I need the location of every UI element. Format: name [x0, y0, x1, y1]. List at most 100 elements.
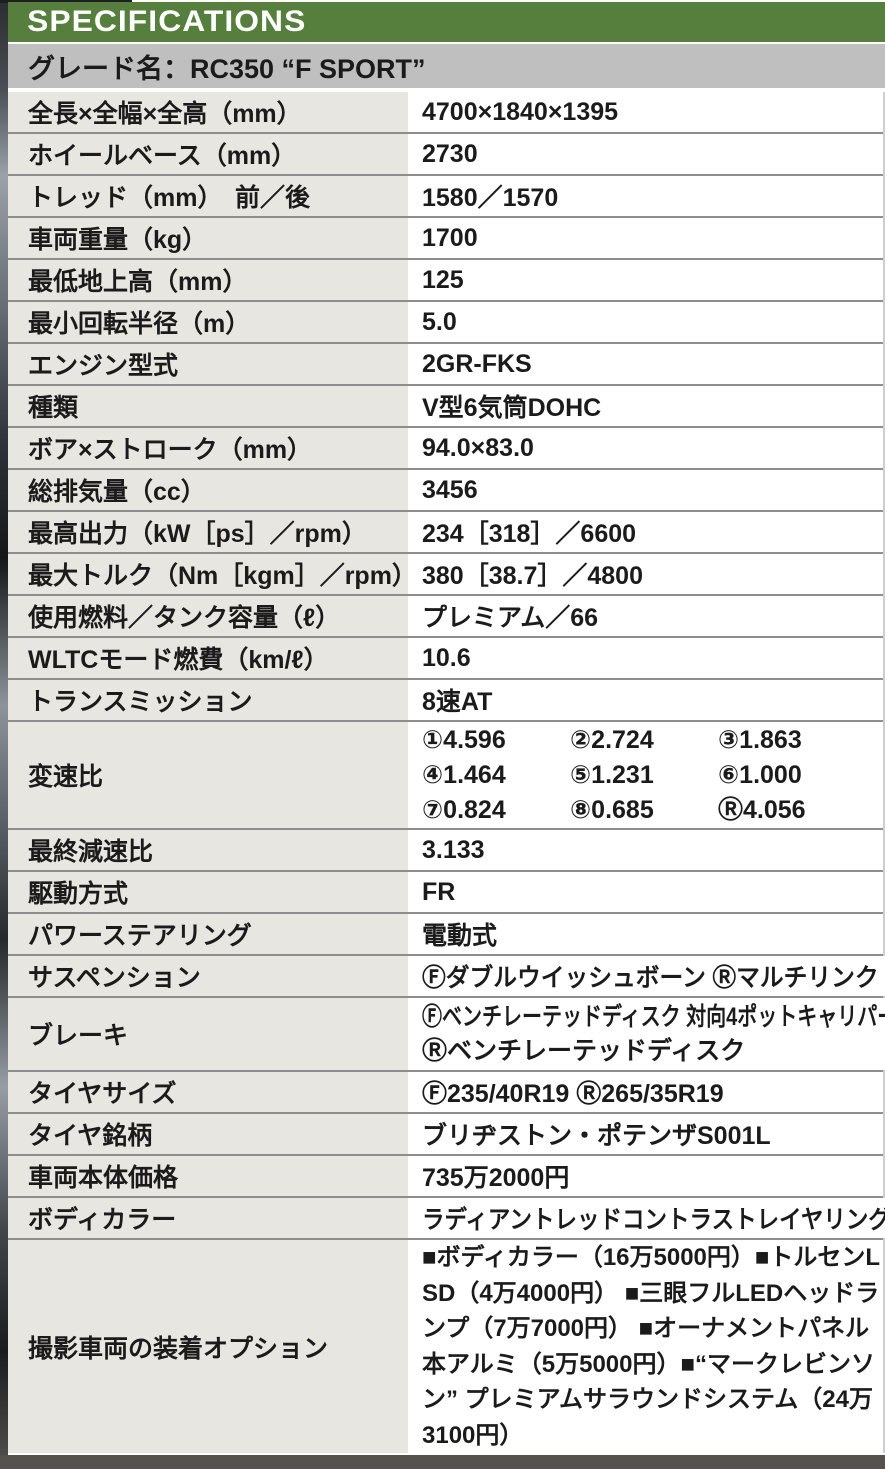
- table-gap: [8, 88, 885, 92]
- spec-label: 最低地上高（mm）: [8, 260, 408, 300]
- spec-row-max-torque: 最大トルク（Nm［kgm］／rpm） 380［38.7］／4800: [8, 552, 883, 594]
- spec-value-text: 2730: [422, 139, 478, 168]
- spec-row-gear-ratios: 変速比 ①4.596 ②2.724 ③1.863 ④1.464 ⑤1.231 ⑥…: [8, 720, 883, 828]
- grade-name: グレード名：RC350 “F SPORT”: [28, 53, 426, 84]
- spec-value: ブリヂストン・ポテンザS001L: [408, 1114, 883, 1154]
- gear-ratio-grid: ①4.596 ②2.724 ③1.863 ④1.464 ⑤1.231 ⑥1.00…: [408, 722, 883, 828]
- spec-value-text: プレミアム／66: [422, 604, 599, 632]
- spec-value: 4700×1840×1395: [408, 92, 883, 132]
- spec-value: Ⓕ235/40R19 Ⓡ265/35R19: [408, 1072, 883, 1112]
- spec-value-text: 2GR-FKS: [422, 349, 532, 378]
- spec-label: トレッド（mm） 前／後: [8, 176, 408, 216]
- spec-row-price: 車両本体価格 735万2000円: [8, 1154, 883, 1196]
- spec-value: 電動式: [408, 914, 883, 954]
- spec-value: 5.0: [408, 302, 883, 342]
- spec-value-text: 234［318］／6600: [422, 520, 637, 548]
- spec-row-fuel-tank: 使用燃料／タンク容量（ℓ） プレミアム／66: [8, 594, 883, 636]
- brake-value: Ⓕベンチレーテッドディスク 対向4ポットキャリパー Ⓡベンチレーテッドディスク: [408, 998, 885, 1070]
- gear-ratio: ⑤1.231: [570, 760, 654, 789]
- spec-row-body-color: ボディカラー ラディアントレッドコントラストレイヤリング: [8, 1196, 885, 1238]
- spec-row-engine-type: 種類 V型6気筒DOHC: [8, 384, 883, 426]
- spec-label: WLTCモード燃費（km/ℓ）: [8, 638, 408, 678]
- gear-ratio-line: ④1.464 ⑤1.231 ⑥1.000: [422, 758, 802, 793]
- spec-value: 1580／1570: [408, 176, 883, 216]
- spec-value-text: 125: [422, 265, 464, 294]
- spec-label: 総排気量（cc）: [8, 470, 408, 510]
- spec-row-wltc-fuel-economy: WLTCモード燃費（km/ℓ） 10.6: [8, 636, 883, 678]
- spec-value: 125: [408, 260, 883, 300]
- spec-value-text: 5.0: [422, 307, 457, 336]
- spec-row-tread: トレッド（mm） 前／後 1580／1570: [8, 174, 883, 216]
- spec-value: 2730: [408, 134, 883, 174]
- photo-edge-top: [0, 0, 132, 3]
- spec-label: 駆動方式: [8, 872, 408, 912]
- spec-value: プレミアム／66: [408, 596, 883, 636]
- spec-row-turning-radius: 最小回転半径（m） 5.0: [8, 300, 883, 342]
- spec-label: 最大トルク（Nm［kgm］／rpm）: [8, 554, 417, 594]
- spec-row-bore-stroke: ボア×ストローク（mm） 94.0×83.0: [8, 426, 883, 468]
- gear-ratio: ⑦0.824: [422, 795, 506, 824]
- spec-row-max-power: 最高出力（kW［ps］／rpm） 234［318］／6600: [8, 510, 883, 552]
- spec-value-text: 94.0×83.0: [422, 433, 534, 462]
- gear-ratio: ⑧0.685: [570, 795, 654, 824]
- photo-edge-left: [0, 0, 8, 1469]
- section-header-bar: SPECIFICATIONS: [8, 2, 885, 42]
- section-title: SPECIFICATIONS: [27, 5, 307, 38]
- spec-value: 94.0×83.0: [408, 428, 883, 468]
- spec-row-tire-brand: タイヤ銘柄 ブリヂストン・ポテンザS001L: [8, 1112, 883, 1154]
- spec-label: パワーステアリング: [8, 914, 408, 954]
- spec-row-engine-code: エンジン型式 2GR-FKS: [8, 342, 883, 384]
- spec-value-text: ラディアントレッドコントラストレイヤリング: [422, 1206, 885, 1234]
- spec-row-brakes: ブレーキ Ⓕベンチレーテッドディスク 対向4ポットキャリパー Ⓡベンチレーテッド…: [8, 996, 885, 1070]
- spec-label: 最高出力（kW［ps］／rpm）: [8, 512, 408, 552]
- spec-value-text: 1580／1570: [422, 184, 559, 212]
- spec-label: ボディカラー: [8, 1198, 408, 1238]
- spec-value-text: 1700: [422, 223, 478, 252]
- spec-value: 3456: [408, 470, 883, 510]
- gear-ratio: ③1.863: [718, 725, 802, 754]
- spec-row-transmission: トランスミッション 8速AT: [8, 678, 883, 720]
- spec-table: 全長×全幅×全高（mm） 4700×1840×1395 ホイールベース（mm） …: [8, 92, 885, 1453]
- spec-value-text: 8速AT: [422, 688, 493, 716]
- spec-row-ground-clearance: 最低地上高（mm） 125: [8, 258, 883, 300]
- spec-value: 10.6: [408, 638, 883, 678]
- spec-label: タイヤ銘柄: [8, 1114, 408, 1154]
- spec-value-text: Ⓕ235/40R19 Ⓡ265/35R19: [422, 1080, 724, 1108]
- spec-value: 2GR-FKS: [408, 344, 883, 384]
- spec-row-weight: 車両重量（kg） 1700: [8, 216, 883, 258]
- spec-value: FR: [408, 872, 883, 912]
- spec-value: Ⓕダブルウイッシュボーン Ⓡマルチリンク: [408, 956, 885, 996]
- options-value: ■ボディカラー（16万5000円）■トルセンLSD（4万4000円） ■三眼フル…: [408, 1240, 883, 1453]
- spec-value: ラディアントレッドコントラストレイヤリング: [408, 1198, 885, 1238]
- spec-value: 735万2000円: [408, 1156, 883, 1196]
- spec-value: 1700: [408, 218, 883, 258]
- spec-label: 最小回転半径（m）: [8, 302, 408, 342]
- spec-value: 3.133: [408, 830, 883, 870]
- spec-value: 380［38.7］／4800: [408, 554, 883, 594]
- spec-row-dimensions: 全長×全幅×全高（mm） 4700×1840×1395: [8, 92, 883, 132]
- spec-value-text: Ⓕダブルウイッシュボーン Ⓡマルチリンク: [422, 964, 879, 992]
- spec-label: 最終減速比: [8, 830, 408, 870]
- spec-label: エンジン型式: [8, 344, 408, 384]
- spec-row-displacement: 総排気量（cc） 3456: [8, 468, 883, 510]
- gear-ratio: Ⓡ4.056: [718, 795, 806, 824]
- gear-ratio: ①4.596: [422, 725, 506, 754]
- spec-row-final-drive: 最終減速比 3.133: [8, 828, 883, 870]
- spec-row-suspension: サスペンション Ⓕダブルウイッシュボーン Ⓡマルチリンク: [8, 954, 885, 996]
- spec-value-text: 380［38.7］／4800: [422, 562, 643, 590]
- spec-row-options: 撮影車両の装着オプション ■ボディカラー（16万5000円）■トルセンLSD（4…: [8, 1238, 883, 1453]
- grade-row: グレード名：RC350 “F SPORT”: [8, 44, 885, 88]
- spec-label: ホイールベース（mm）: [8, 134, 408, 174]
- spec-value-text: FR: [422, 877, 456, 906]
- spec-value: 8速AT: [408, 680, 883, 720]
- gear-ratio-line: ①4.596 ②2.724 ③1.863: [422, 723, 802, 758]
- spec-label: 全長×全幅×全高（mm）: [8, 92, 408, 132]
- spec-row-tire-size: タイヤサイズ Ⓕ235/40R19 Ⓡ265/35R19: [8, 1070, 883, 1112]
- spec-label: ブレーキ: [8, 998, 408, 1070]
- header-gap: [8, 42, 885, 44]
- spec-value-text: ブリヂストン・ポテンザS001L: [422, 1122, 771, 1150]
- spec-value-text: 10.6: [422, 643, 471, 672]
- spec-label: 撮影車両の装着オプション: [8, 1240, 408, 1453]
- spec-label: サスペンション: [8, 956, 408, 996]
- gear-ratio-line: ⑦0.824 ⑧0.685 Ⓡ4.056: [422, 793, 806, 828]
